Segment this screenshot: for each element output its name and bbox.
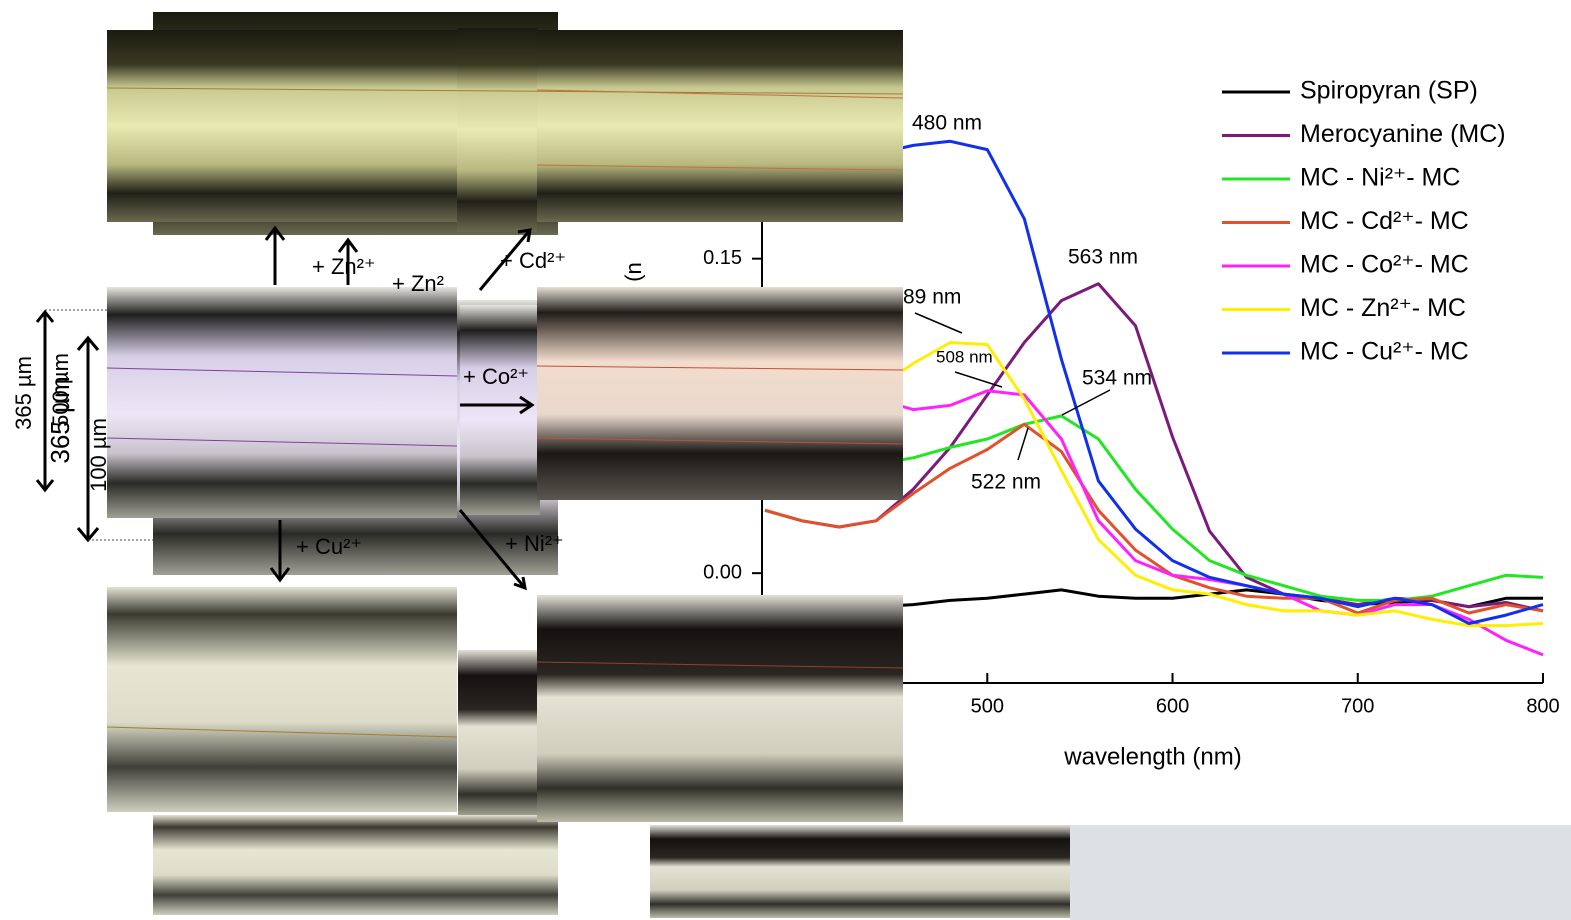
background-panel: [1070, 825, 1571, 920]
reagent-label: + Zn²⁺: [312, 254, 376, 279]
micrograph: [107, 30, 457, 222]
micrograph: [107, 287, 457, 518]
y-axis-label: u): [624, 262, 649, 282]
annotation: 534 nm: [1082, 367, 1152, 390]
micrograph: [457, 28, 537, 232]
annotation: 508 nm: [936, 347, 993, 366]
fiber-line: [106, 437, 458, 447]
y-tick-label: 0.00: [703, 561, 742, 583]
fiber-line: [536, 437, 904, 445]
annotation-arrow: [914, 312, 963, 334]
fiber-line: [536, 164, 904, 171]
micrograph: [107, 587, 457, 812]
reagent-label: + Cu²⁺: [296, 534, 362, 559]
fiber-line: [536, 365, 904, 371]
annotation-arrow: [1017, 427, 1029, 461]
dimension-label: 500 µm: [48, 353, 73, 427]
legend-label: Merocyanine (MC): [1300, 120, 1506, 148]
fiber-line: [106, 87, 904, 95]
annotation: 480 nm: [912, 112, 982, 135]
legend-label: MC - Ni²⁺- MC: [1300, 164, 1460, 192]
legend-label: MC - Co²⁺- MC: [1300, 251, 1469, 279]
x-tick-label: 600: [1156, 695, 1189, 717]
fiber-line: [106, 726, 458, 738]
annotation-arrow: [954, 371, 1003, 388]
dimension-label: 365 µm: [11, 356, 36, 430]
legend-label: MC - Cu²⁺- MC: [1300, 338, 1469, 366]
y-tick-label: 0.15: [703, 247, 742, 269]
reagent-label: + Cd²⁺: [500, 248, 566, 273]
legend-label: Spiropyran (SP): [1300, 77, 1478, 105]
micrograph: [460, 305, 540, 515]
fiber-line: [536, 661, 904, 669]
micrograph: [537, 595, 903, 822]
reagent-label: + Zn²: [392, 271, 444, 296]
series-line: [764, 422, 1544, 615]
arrows: [35, 225, 535, 591]
annotation-arrow: [1061, 389, 1111, 416]
reagent-label: + Ni²⁺: [505, 531, 564, 556]
x-tick-label: 700: [1341, 695, 1374, 717]
annotation: 89 nm: [903, 286, 961, 309]
micrograph: [650, 825, 1070, 918]
micrograph: [458, 650, 548, 820]
reagent-label: + Co²⁺: [463, 364, 529, 389]
micrographs: + Zn²⁺ + Zn² + Cd²⁺ + Co²⁺ + Cu²⁺ + Ni²⁺…: [11, 12, 1070, 918]
legend-label: MC - Zn²⁺- MC: [1300, 294, 1466, 322]
micrograph: [153, 815, 558, 915]
legend-label: MC - Cd²⁺- MC: [1300, 207, 1469, 235]
x-tick-label: 500: [971, 695, 1004, 717]
dimension-label: 100 µm: [86, 418, 111, 492]
x-tick-label: 800: [1526, 695, 1559, 717]
x-axis-label: wavelength (nm): [1063, 743, 1241, 770]
annotation: 522 nm: [971, 471, 1041, 494]
dimension-label: 365 µm: [45, 376, 75, 463]
fiber-line: [106, 367, 458, 377]
micrograph: [537, 30, 903, 222]
annotation: 563 nm: [1068, 246, 1138, 269]
micrograph: [537, 287, 903, 500]
